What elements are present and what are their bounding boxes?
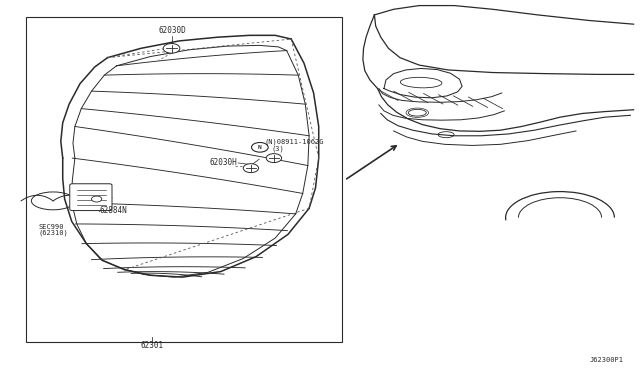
Text: SEC990: SEC990	[38, 224, 64, 230]
Circle shape	[163, 44, 180, 53]
Text: J62300P1: J62300P1	[590, 357, 624, 363]
Text: 62884N: 62884N	[99, 206, 127, 215]
Circle shape	[92, 196, 102, 202]
Text: 62301: 62301	[141, 341, 164, 350]
Bar	[26, 17, 342, 342]
Circle shape	[252, 142, 268, 152]
FancyBboxPatch shape	[70, 184, 112, 211]
Text: N: N	[258, 145, 262, 150]
Text: (3): (3)	[271, 145, 284, 152]
Text: 62030D: 62030D	[159, 26, 187, 35]
Text: (N)08911-1062G: (N)08911-1062G	[265, 139, 324, 145]
Text: (62310): (62310)	[38, 230, 68, 237]
Circle shape	[266, 154, 282, 163]
Text: 62030H: 62030H	[209, 158, 237, 167]
Circle shape	[243, 164, 259, 173]
